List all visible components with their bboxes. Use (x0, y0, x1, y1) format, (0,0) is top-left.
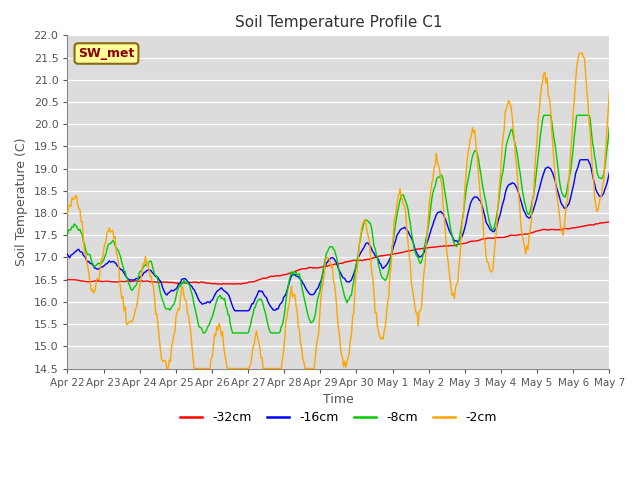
Legend: -32cm, -16cm, -8cm, -2cm: -32cm, -16cm, -8cm, -2cm (175, 406, 502, 429)
X-axis label: Time: Time (323, 393, 354, 406)
Y-axis label: Soil Temperature (C): Soil Temperature (C) (15, 138, 28, 266)
Text: SW_met: SW_met (78, 47, 134, 60)
Title: Soil Temperature Profile C1: Soil Temperature Profile C1 (235, 15, 442, 30)
